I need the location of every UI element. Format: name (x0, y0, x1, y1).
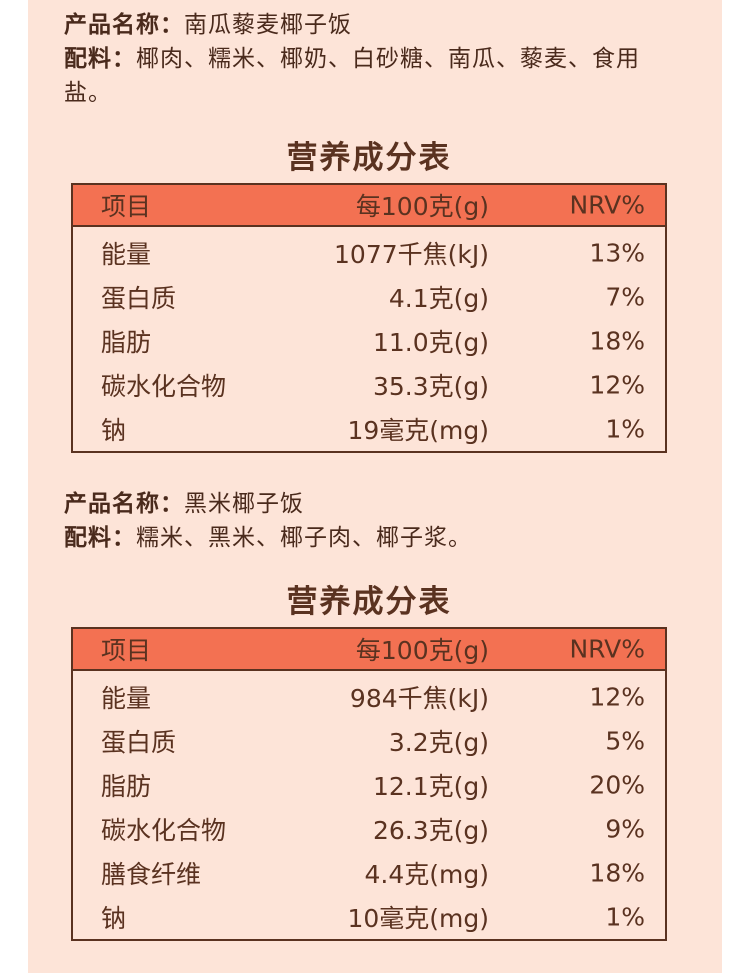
product-name-line: 产品名称：南瓜藜麦椰子饭 (64, 8, 704, 42)
table-row: 蛋白质 4.1克(g) 7% (73, 275, 665, 319)
header-item: 项目 (101, 636, 152, 665)
ingredients-text: 糯米、黑米、椰子肉、椰子浆。 (136, 525, 472, 551)
header-amount: 每100克(g) (355, 192, 489, 221)
table-title: 营养成分表 (286, 584, 452, 620)
row-item: 钠 (101, 416, 127, 445)
row-amount: 19毫克(mg) (347, 416, 489, 445)
ingredients-text: 椰肉、糯米、椰奶、白砂糖、南瓜、藜麦、食用 (136, 46, 640, 72)
ingredients-label: 配料： (64, 525, 136, 551)
product-name-label: 产品名称： (64, 12, 184, 38)
row-amount: 12.1克(g) (372, 772, 489, 801)
row-nrv: 5% (605, 726, 645, 756)
row-amount: 35.3克(g) (372, 372, 489, 401)
ingredients-continued: 盐。 (64, 80, 112, 106)
table-body: 能量 1077千焦(kJ) 13% 蛋白质 4.1克(g) 7% 脂肪 11.0克(g) 18%… (73, 227, 665, 451)
table-row: 脂肪 12.1克(g) 20% (73, 763, 665, 807)
table-header-row: 项目 每100克(g) NRV% (73, 629, 665, 671)
row-item: 钠 (101, 904, 127, 933)
product-name: 南瓜藜麦椰子饭 (184, 12, 352, 38)
row-item: 脂肪 (101, 328, 152, 357)
row-amount: 4.1克(g) (388, 284, 489, 313)
ingredients-line: 配料：糯米、黑米、椰子肉、椰子浆。 (64, 521, 704, 555)
row-amount: 10毫克(mg) (347, 904, 489, 933)
product-name-label: 产品名称： (64, 491, 184, 517)
table-body: 能量 984千焦(kJ) 12% 蛋白质 3.2克(g) 5% 脂肪 12.1克(g) 20% 碳… (73, 671, 665, 939)
row-item: 碳水化合物 (101, 816, 227, 845)
header-nrv: NRV% (569, 190, 645, 220)
table-row: 蛋白质 3.2克(g) 5% (73, 719, 665, 763)
row-nrv: 9% (605, 814, 645, 844)
header-amount: 每100克(g) (355, 636, 489, 665)
row-nrv: 12% (589, 682, 645, 712)
row-item: 蛋白质 (101, 728, 177, 757)
row-nrv: 18% (589, 326, 645, 356)
row-amount: 11.0克(g) (372, 328, 489, 357)
row-item: 能量 (101, 240, 152, 269)
row-nrv: 1% (605, 902, 645, 932)
row-amount: 26.3克(g) (372, 816, 489, 845)
product-name-line: 产品名称：黑米椰子饭 (64, 487, 704, 521)
header-item: 项目 (101, 192, 152, 221)
row-nrv: 1% (605, 414, 645, 444)
table-row: 膳食纤维 4.4克(mg) 18% (73, 851, 665, 895)
table-row: 碳水化合物 26.3克(g) 9% (73, 807, 665, 851)
product-info-1: 产品名称：南瓜藜麦椰子饭 配料：椰肉、糯米、椰奶、白砂糖、南瓜、藜麦、食用 盐。 (64, 8, 704, 110)
table-row: 钠 19毫克(mg) 1% (73, 407, 665, 451)
nutrition-table: 项目 每100克(g) NRV% 能量 1077千焦(kJ) 13% 蛋白质 4.1克(… (71, 183, 667, 453)
row-amount: 4.4克(mg) (364, 860, 490, 889)
table-row: 能量 984千焦(kJ) 12% (73, 675, 665, 719)
row-item: 膳食纤维 (101, 860, 202, 889)
ingredients-line: 配料：椰肉、糯米、椰奶、白砂糖、南瓜、藜麦、食用 (64, 42, 704, 76)
table-header-row: 项目 每100克(g) NRV% (73, 185, 665, 227)
row-nrv: 13% (589, 238, 645, 268)
row-nrv: 20% (589, 770, 645, 800)
row-amount: 3.2克(g) (388, 728, 489, 757)
product-name: 黑米椰子饭 (184, 491, 304, 517)
nutrition-table: 项目 每100克(g) NRV% 能量 984千焦(kJ) 12% 蛋白质 3.2克(g… (71, 627, 667, 941)
row-item: 蛋白质 (101, 284, 177, 313)
table-row: 能量 1077千焦(kJ) 13% (73, 231, 665, 275)
row-item: 脂肪 (101, 772, 152, 801)
row-item: 碳水化合物 (101, 372, 227, 401)
row-nrv: 18% (589, 858, 645, 888)
row-amount: 1077千焦(kJ) (334, 240, 489, 269)
row-amount: 984千焦(kJ) (349, 684, 489, 713)
header-nrv: NRV% (569, 634, 645, 664)
table-title: 营养成分表 (286, 140, 452, 176)
row-nrv: 7% (605, 282, 645, 312)
ingredients-label: 配料： (64, 46, 136, 72)
table-row: 脂肪 11.0克(g) 18% (73, 319, 665, 363)
table-row: 碳水化合物 35.3克(g) 12% (73, 363, 665, 407)
product-info-2: 产品名称：黑米椰子饭 配料：糯米、黑米、椰子肉、椰子浆。 (64, 487, 704, 555)
row-nrv: 12% (589, 370, 645, 400)
table-row: 钠 10毫克(mg) 1% (73, 895, 665, 939)
row-item: 能量 (101, 684, 152, 713)
